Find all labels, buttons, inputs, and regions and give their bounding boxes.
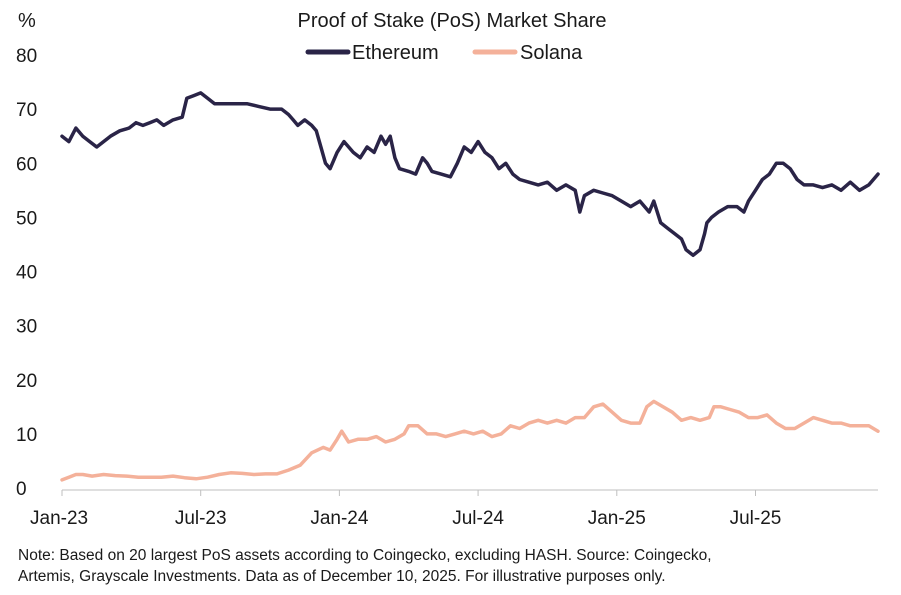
plot-lines [60,91,880,482]
chart-svg: Proof of Stake (PoS) Market Share % Ethe… [16,10,880,529]
x-tick-label: Jul-24 [452,508,504,529]
y-tick-label: 40 [16,263,37,284]
y-tick-label: 70 [16,100,37,121]
x-axis: Jan-23 Jul-23 Jan-24 Jul-24 Jan-25 Jul-25 [30,489,878,529]
y-tick-label: 30 [16,317,37,338]
source-note: Note: Based on 20 largest PoS assets acc… [18,545,888,587]
chart-title: Proof of Stake (PoS) Market Share [297,10,606,32]
x-tick-label: Jan-25 [588,508,646,529]
y-tick-label: 0 [16,479,27,500]
y-tick-label: 80 [16,46,37,67]
x-tick-label: Jul-25 [730,508,782,529]
y-tick-label: 60 [16,154,37,175]
legend-label-solana: Solana [520,42,583,64]
x-tick-label: Jan-24 [310,508,369,529]
legend: Ethereum Solana [305,42,583,64]
series-line-solana [60,399,880,482]
y-tick-label: 50 [16,208,37,229]
x-tick-label: Jul-23 [175,508,227,529]
x-tick-label: Jan-23 [30,508,88,529]
legend-label-ethereum: Ethereum [352,42,439,64]
series-line-ethereum [60,91,880,258]
y-tick-label: 20 [16,371,37,392]
source-note-line-1: Note: Based on 20 largest PoS assets acc… [18,547,712,564]
y-axis: 0 10 20 30 40 50 60 70 80 [16,46,37,500]
y-axis-label: % [18,10,36,32]
y-tick-label: 10 [16,425,37,446]
source-note-line-2: Artemis, Grayscale Investments. Data as … [18,568,666,585]
